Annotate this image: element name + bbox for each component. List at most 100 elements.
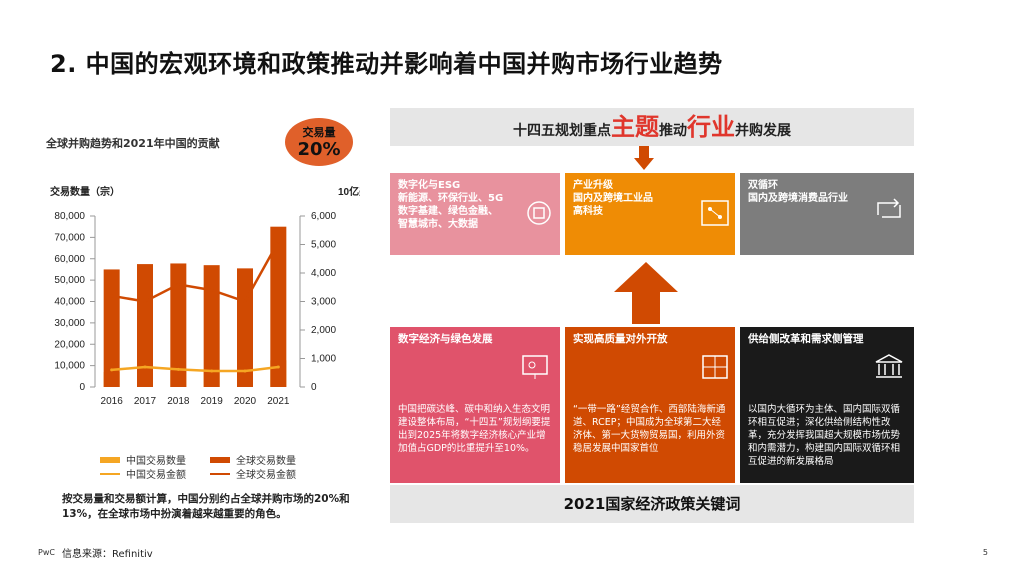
theme-box-digital-esg: 数字化与ESG 新能源、环保行业、5G 数字基建、绿色金融、 智慧城市、大数据 (390, 173, 560, 255)
legend-swatch (210, 472, 230, 475)
left-tick-label: 70,000 (54, 232, 85, 243)
theme-box-dual-circulation: 双循环 国内及跨境消费品行业 (740, 173, 914, 255)
bar (203, 265, 220, 387)
down-arrow-icon (634, 146, 654, 170)
right-tick-label: 5,000 (311, 240, 336, 251)
share-value: 20% (297, 139, 341, 160)
line-point (243, 300, 247, 303)
flow-icon (877, 198, 901, 218)
theme-box-industry-upgrade: 产业升级 国内及跨境工业品 高科技 (565, 173, 735, 255)
header-emphasis: 行业 (687, 113, 735, 141)
line-point (176, 367, 180, 371)
combo-chart: 交易数量（宗） 10亿美元 0 10,000 20,000 30,000 40,000 50,… (50, 185, 360, 407)
footnote: 按交易量和交易额计算，中国分别约占全球并购市场的20%和13%，在全球市场中扮演… (62, 493, 350, 520)
share-bubble: 交易量 20% (285, 118, 353, 166)
policy-title: 数字经济与绿色发展 (398, 333, 493, 345)
right-tick-label: 0 (311, 382, 317, 393)
bar (137, 264, 153, 387)
x-tick-label: 2021 (267, 396, 290, 407)
theme-line: 数字基建、绿色金融、 (398, 206, 498, 217)
bank-icon (875, 354, 903, 378)
right-tick-label: 1,000 (311, 354, 336, 365)
chart-subtitle: 全球并购趋势和2021年中国的贡献 (46, 137, 220, 150)
line-point (110, 368, 114, 372)
policy-box-supply-side: 供给侧改革和需求侧管理 以国内大循环为主体、国内国际双循环相互促进；深化供给侧结… (740, 327, 914, 483)
policy-body: 以国内大循环为主体、国内国际双循环相互促进；深化供给侧结构性改革，充分发挥我国超… (748, 404, 901, 467)
right-tick-label: 3,000 (311, 297, 336, 308)
puzzle-icon (702, 355, 728, 379)
theme-title: 产业升级 (573, 180, 613, 191)
bar (170, 263, 187, 387)
bar (270, 226, 287, 387)
left-tick-label: 60,000 (54, 254, 85, 265)
right-tick-label: 6,000 (311, 211, 336, 222)
policy-box-digital-green: 数字经济与绿色发展 中国把碳达峰、碳中和纳入生态文明建设整体布局，“十四五”规划… (390, 327, 560, 483)
legend-item-china-count: 中国交易数量 (100, 452, 186, 467)
policy-body: 中国把碳达峰、碳中和纳入生态文明建设整体布局，“十四五”规划纲要提出到2025年… (398, 404, 551, 454)
x-tick-label: 2017 (134, 396, 157, 407)
header-text: 推动 (659, 123, 687, 139)
line-point (276, 365, 280, 369)
legend-swatch (210, 456, 230, 463)
line-point (143, 300, 147, 303)
series-line (111, 241, 280, 304)
series-line (111, 365, 279, 373)
legend-item-global-count: 全球交易数量 (210, 452, 296, 467)
line-point (110, 294, 114, 298)
header-text: 并购发展 (735, 123, 791, 139)
pwc-logo-text: PwC (38, 548, 55, 557)
x-tick-label: 2020 (234, 396, 257, 407)
page-number: 5 (982, 548, 988, 557)
theme-title: 数字化与ESG (398, 180, 461, 191)
line-point (210, 288, 214, 292)
policy-header: 十四五规划重点主题推动行业并购发展 (390, 108, 914, 146)
right-tick-label: 2,000 (311, 325, 336, 336)
x-tick-label: 2019 (201, 396, 224, 407)
line-point (143, 365, 147, 369)
policy-title: 实现高质量对外开放 (573, 333, 668, 345)
theme-line: 新能源、环保行业、5G (398, 193, 504, 204)
presentation-icon (522, 355, 548, 379)
theme-line: 智慧城市、大数据 (398, 219, 478, 230)
left-tick-label: 40,000 (54, 297, 85, 308)
legend-label: 中国交易数量 (126, 456, 186, 467)
left-tick-label: 30,000 (54, 318, 85, 329)
line-point (276, 240, 280, 244)
x-tick-label: 2018 (167, 396, 190, 407)
left-tick-label: 20,000 (54, 339, 85, 350)
policy-body: “一带一路”经贸合作、西部陆海新通道、RCEP；中国成为全球第二大经济体、第一大… (573, 404, 726, 454)
left-tick-label: 50,000 (54, 275, 85, 286)
tech-icon (527, 201, 551, 225)
legend-label: 全球交易数量 (236, 456, 296, 467)
bar (103, 269, 120, 387)
left-tick-label: 0 (79, 382, 85, 393)
bar (237, 268, 253, 387)
source-note: 信息来源：Refinitiv (62, 549, 153, 560)
line-point (176, 282, 180, 286)
policy-box-opening-up: 实现高质量对外开放 “一带一路”经贸合作、西部陆海新通道、RCEP；中国成为全球… (565, 327, 735, 483)
theme-title: 双循环 (748, 180, 778, 191)
page-title: 2. 中国的宏观环境和政策推动并影响着中国并购市场行业趋势 (50, 50, 723, 78)
header-emphasis: 主题 (611, 113, 659, 141)
legend-item-global-value: 全球交易金额 (210, 466, 296, 481)
x-tick-label: 2016 (101, 396, 124, 407)
theme-line: 国内及跨境工业品 (573, 193, 653, 204)
right-axis-title: 10亿美元 (338, 185, 360, 198)
share-label: 交易量 (302, 126, 336, 139)
circuit-icon (701, 200, 729, 226)
line-point (243, 369, 247, 373)
legend-swatch (100, 472, 120, 475)
theme-line: 高科技 (573, 206, 603, 217)
theme-line: 国内及跨境消费品行业 (748, 193, 848, 204)
right-tick-label: 4,000 (311, 268, 336, 279)
legend-swatch (100, 456, 120, 463)
legend-item-china-value: 中国交易金额 (100, 466, 186, 481)
legend-label: 全球交易金额 (236, 470, 296, 481)
left-tick-label: 10,000 (54, 361, 85, 372)
legend-label: 中国交易金额 (126, 470, 186, 481)
header-text: 十四五规划重点 (513, 123, 611, 139)
up-arrow-icon (614, 262, 678, 324)
left-tick-label: 80,000 (54, 211, 85, 222)
line-point (210, 369, 214, 373)
policy-title: 供给侧改革和需求侧管理 (748, 333, 864, 345)
